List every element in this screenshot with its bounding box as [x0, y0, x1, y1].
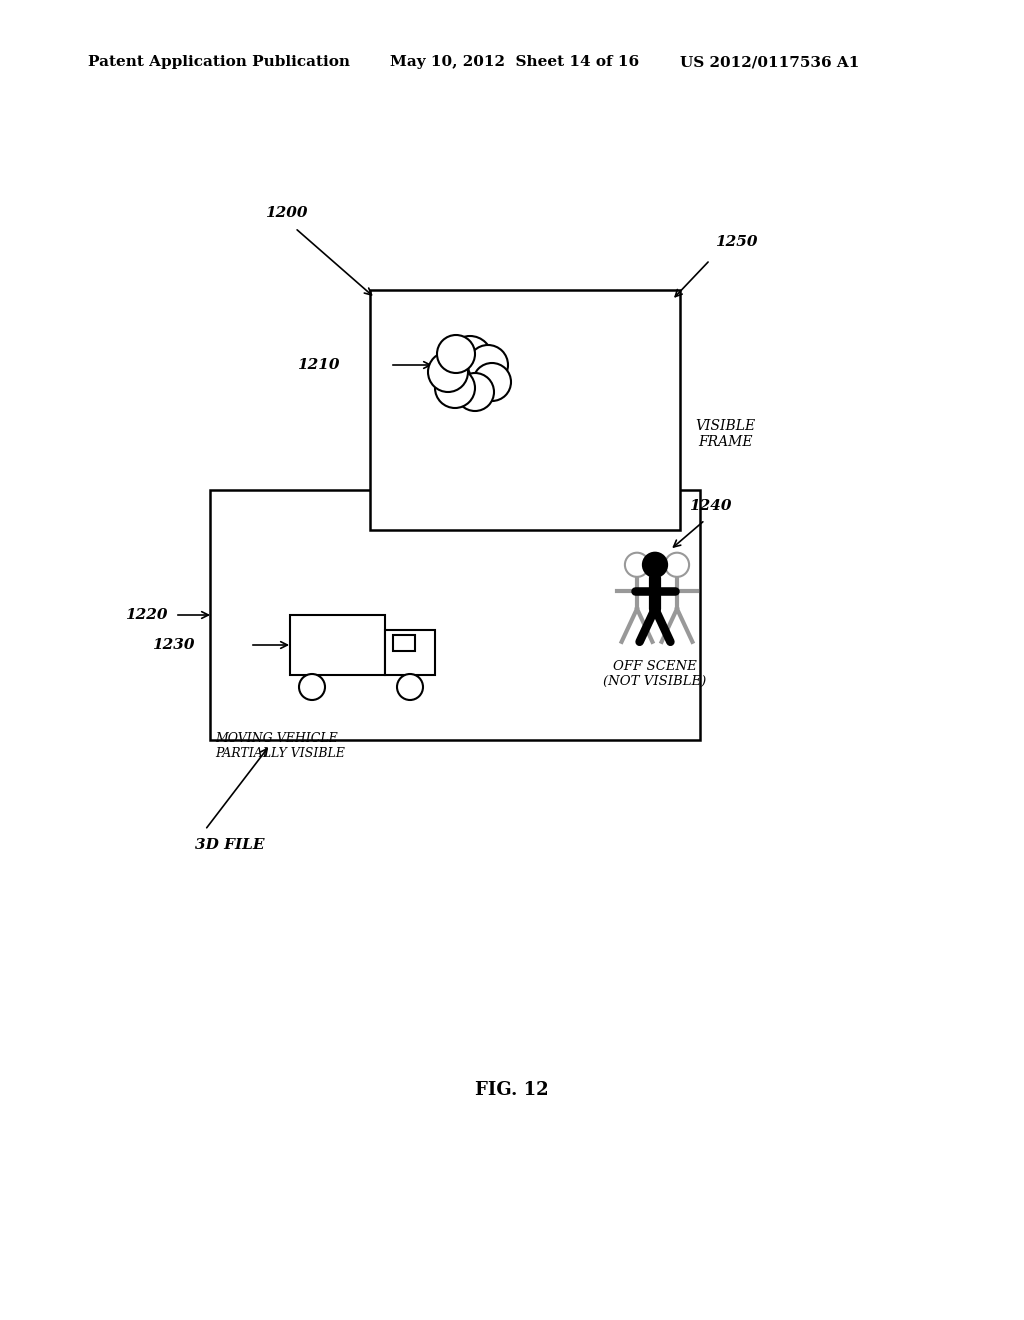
Text: OFF SCENE
(NOT VISIBLE): OFF SCENE (NOT VISIBLE) — [603, 660, 707, 688]
Bar — [393, 635, 415, 651]
Text: 1220: 1220 — [126, 609, 168, 622]
Bar — [370, 290, 680, 531]
Text: May 10, 2012  Sheet 14 of 16: May 10, 2012 Sheet 14 of 16 — [390, 55, 639, 69]
Circle shape — [456, 374, 494, 411]
Text: 1230: 1230 — [153, 638, 195, 652]
Circle shape — [625, 553, 649, 577]
Bar — [385, 630, 435, 675]
Circle shape — [468, 345, 508, 385]
Circle shape — [437, 335, 475, 374]
Text: MOVING VEHICLE
PARTIALLY VISIBLE: MOVING VEHICLE PARTIALLY VISIBLE — [215, 733, 345, 760]
Text: 1200: 1200 — [265, 206, 307, 220]
Text: VISIBLE
FRAME: VISIBLE FRAME — [695, 418, 755, 449]
Circle shape — [665, 553, 689, 577]
Text: 1210: 1210 — [298, 358, 340, 372]
Circle shape — [643, 553, 667, 577]
Circle shape — [428, 352, 468, 392]
Text: 3D FILE: 3D FILE — [195, 838, 264, 851]
Circle shape — [473, 363, 511, 401]
Text: 1250: 1250 — [715, 235, 758, 249]
Text: 1240: 1240 — [689, 499, 731, 513]
Bar — [290, 615, 385, 675]
Circle shape — [449, 337, 492, 380]
Text: US 2012/0117536 A1: US 2012/0117536 A1 — [680, 55, 859, 69]
Bar — [210, 490, 700, 741]
Text: Patent Application Publication: Patent Application Publication — [88, 55, 350, 69]
Text: FIG. 12: FIG. 12 — [475, 1081, 549, 1100]
Circle shape — [435, 368, 475, 408]
Circle shape — [299, 675, 325, 700]
Circle shape — [397, 675, 423, 700]
